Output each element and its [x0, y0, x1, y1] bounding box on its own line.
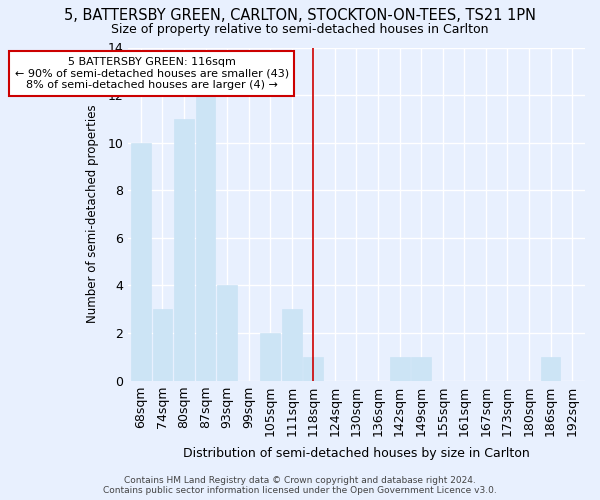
Text: Size of property relative to semi-detached houses in Carlton: Size of property relative to semi-detach… — [111, 22, 489, 36]
Text: 5, BATTERSBY GREEN, CARLTON, STOCKTON-ON-TEES, TS21 1PN: 5, BATTERSBY GREEN, CARLTON, STOCKTON-ON… — [64, 8, 536, 22]
Text: 5 BATTERSBY GREEN: 116sqm
← 90% of semi-detached houses are smaller (43)
8% of s: 5 BATTERSBY GREEN: 116sqm ← 90% of semi-… — [14, 57, 289, 90]
Bar — [174, 119, 194, 380]
Bar — [260, 333, 280, 380]
Bar — [541, 356, 560, 380]
Text: Contains HM Land Registry data © Crown copyright and database right 2024.
Contai: Contains HM Land Registry data © Crown c… — [103, 476, 497, 495]
Bar — [411, 356, 431, 380]
Y-axis label: Number of semi-detached properties: Number of semi-detached properties — [86, 104, 99, 324]
Bar — [282, 309, 302, 380]
Bar — [196, 95, 215, 380]
Bar — [217, 286, 237, 380]
Bar — [304, 356, 323, 380]
Bar — [152, 309, 172, 380]
Bar — [131, 142, 151, 380]
Bar — [389, 356, 410, 380]
X-axis label: Distribution of semi-detached houses by size in Carlton: Distribution of semi-detached houses by … — [183, 447, 530, 460]
